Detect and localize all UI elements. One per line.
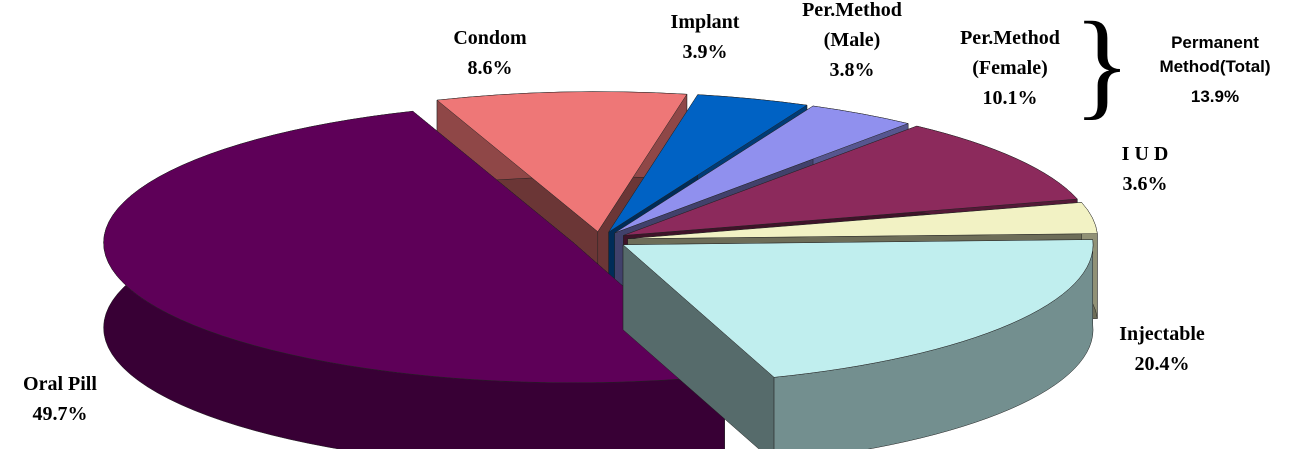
value-label: 3.9%	[683, 41, 728, 63]
slice-label: Condom	[453, 27, 527, 49]
value-label: 3.8%	[830, 59, 875, 81]
slice-top	[436, 91, 688, 233]
slice-top	[103, 110, 726, 383]
slice	[103, 110, 726, 449]
value-label: 3.6%	[1123, 173, 1168, 195]
slice-top	[622, 239, 1094, 378]
slice-label: Oral Pill	[23, 373, 97, 395]
annotation-label: Permanent Method(Total)	[1159, 33, 1270, 76]
slice	[622, 239, 1094, 449]
value-label: 20.4%	[1135, 353, 1190, 375]
slice-label: Per.Method (Male)	[802, 0, 902, 51]
slice-top	[623, 125, 1078, 236]
slice-label: Per.Method (Female)	[960, 27, 1060, 79]
brace: }	[1073, 0, 1131, 130]
slice-label: Injectable	[1119, 323, 1205, 345]
slice-label: I U D	[1122, 143, 1169, 165]
value-label: 10.1%	[983, 87, 1038, 109]
slice-label: Implant	[671, 11, 740, 33]
slice-top	[608, 94, 808, 233]
slice-top	[614, 105, 909, 234]
value-label: 8.6%	[468, 57, 513, 79]
value-label: 49.7%	[33, 403, 88, 425]
annotation-value: 13.9%	[1191, 87, 1239, 106]
slice-top	[627, 202, 1098, 240]
